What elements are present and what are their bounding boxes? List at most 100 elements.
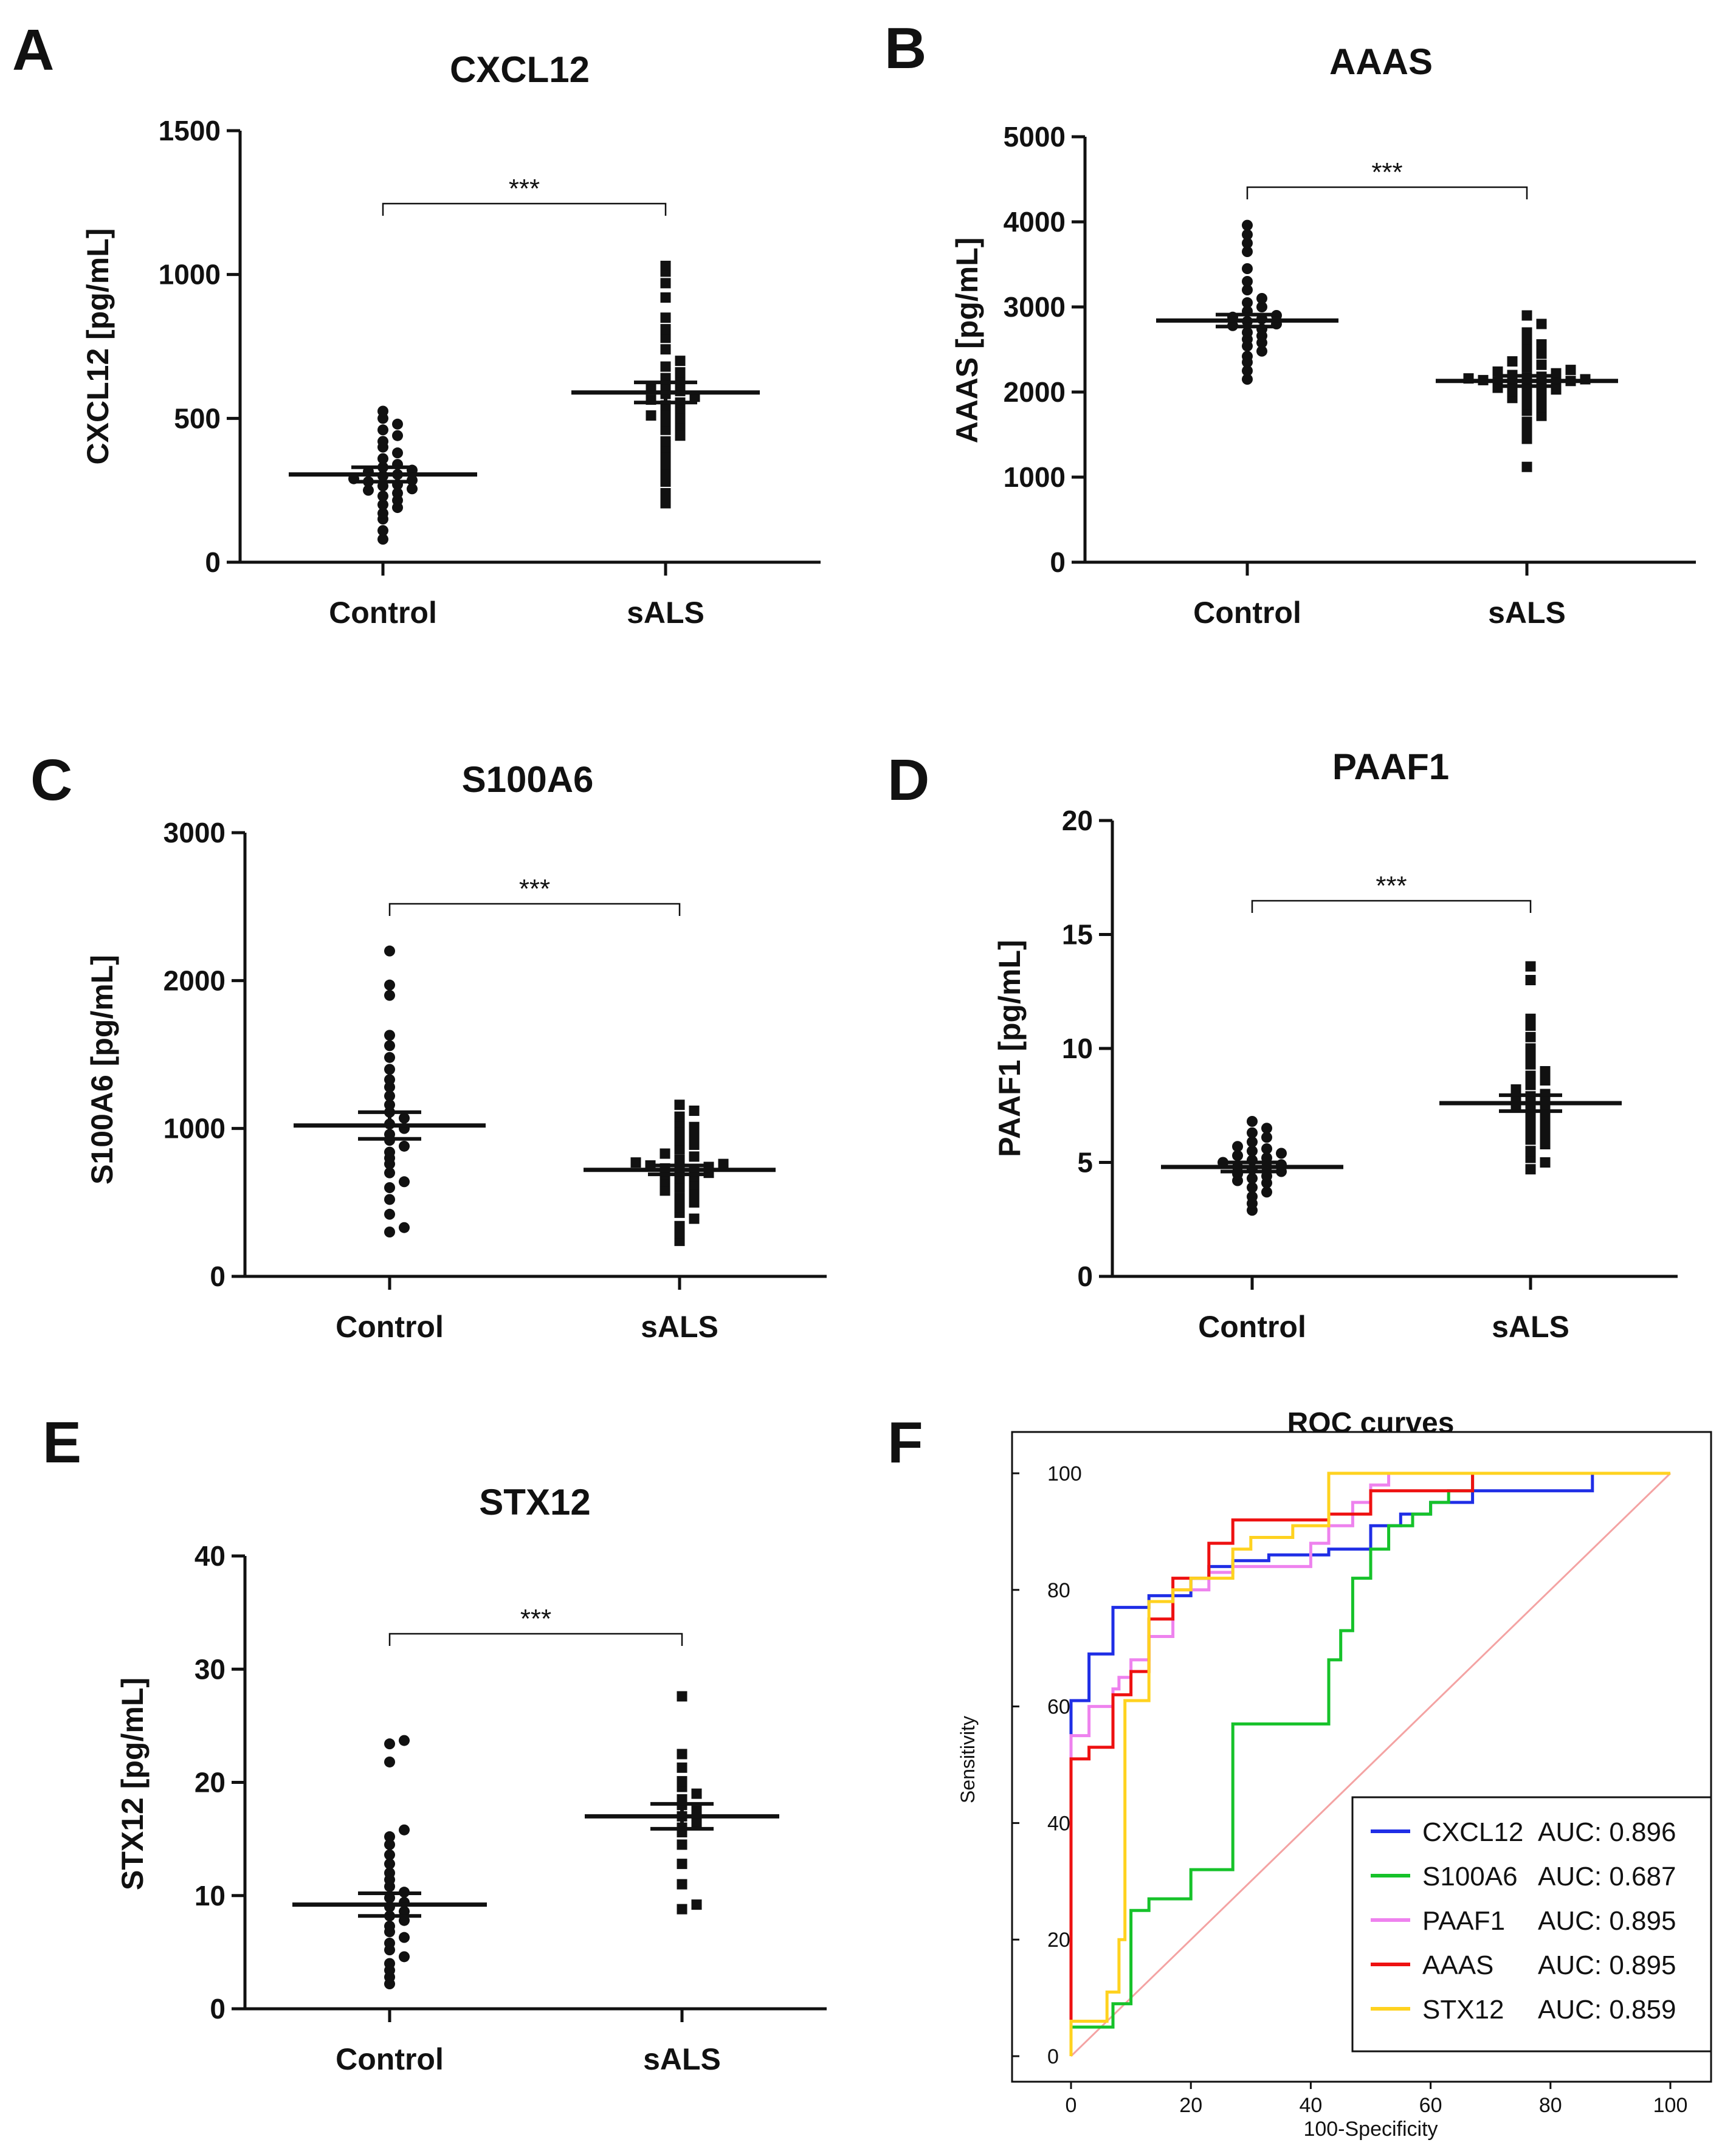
y-tick-label: 10 <box>1062 1033 1093 1064</box>
x-tick-label: 100 <box>1653 2094 1688 2117</box>
data-point <box>384 1839 395 1850</box>
x-tick-label: 40 <box>1299 2094 1322 2117</box>
data-point <box>674 1182 685 1193</box>
data-point <box>660 450 671 461</box>
significance-label: *** <box>509 174 540 204</box>
data-point <box>1242 351 1253 362</box>
data-point <box>1540 1066 1551 1076</box>
data-point <box>1525 1043 1536 1054</box>
data-point <box>1521 425 1532 436</box>
data-point <box>384 1030 395 1041</box>
data-point <box>660 424 671 435</box>
y-tick-label: 3000 <box>1004 291 1066 323</box>
data-point <box>1525 1134 1536 1145</box>
legend-auc: AUC: 0.859 <box>1538 1995 1676 2025</box>
data-point <box>1247 1127 1258 1138</box>
data-point <box>689 1105 700 1116</box>
data-point <box>674 1220 685 1231</box>
panel-label-d: D <box>887 748 929 813</box>
panel-label-a: A <box>12 18 54 83</box>
data-point <box>1242 374 1253 385</box>
y-tick-label: 100 <box>1047 1462 1082 1485</box>
legend-box <box>1351 1796 1712 2053</box>
data-point <box>1521 362 1532 373</box>
data-point <box>1521 416 1532 427</box>
legend-series-name: S100A6 <box>1422 1862 1518 1891</box>
data-point <box>377 490 388 502</box>
data-point <box>660 416 671 427</box>
data-point <box>660 278 671 289</box>
data-point <box>384 1738 395 1750</box>
data-point <box>1521 461 1532 472</box>
chart-title: PAAF1 <box>1332 746 1449 787</box>
data-point <box>677 1839 687 1850</box>
data-point <box>677 1859 687 1870</box>
y-axis-label: CXCL12 [pg/mL] <box>81 229 115 465</box>
x-tick-label: Control <box>336 2042 444 2076</box>
panel-label-c: C <box>30 748 72 813</box>
data-point <box>392 447 403 459</box>
data-point <box>1242 263 1253 274</box>
data-point <box>1242 284 1253 295</box>
data-point <box>384 1194 395 1205</box>
y-axis-label: PAAF1 [pg/mL] <box>993 940 1027 1157</box>
data-point <box>1242 327 1253 338</box>
data-point <box>384 1227 395 1237</box>
data-point <box>384 1756 395 1767</box>
data-point <box>384 1958 395 1969</box>
data-point <box>1536 318 1547 329</box>
data-point <box>377 499 388 511</box>
data-point <box>674 1193 685 1203</box>
data-point <box>689 1151 700 1162</box>
data-point <box>689 1131 700 1141</box>
legend-series-name: CXCL12 <box>1422 1817 1523 1847</box>
y-tick-label: 5000 <box>1004 121 1066 153</box>
data-point <box>1247 1116 1258 1127</box>
data-point <box>399 1222 410 1233</box>
data-point <box>384 1849 395 1860</box>
data-point <box>384 945 395 957</box>
data-point <box>399 1824 410 1836</box>
y-tick-label: 0 <box>1047 2045 1059 2068</box>
x-tick-label: 20 <box>1179 2094 1202 2117</box>
panel-label-e: E <box>43 1410 81 1475</box>
data-point <box>1247 1172 1258 1184</box>
data-point <box>1256 345 1267 357</box>
data-point <box>384 1937 395 1949</box>
data-point <box>1540 1121 1551 1131</box>
data-point <box>384 1064 395 1075</box>
data-point <box>1242 219 1253 231</box>
data-point <box>677 1749 687 1760</box>
y-tick-label: 1000 <box>159 259 221 291</box>
panel-label-f: F <box>887 1410 923 1475</box>
y-axis-label: S100A6 [pg/mL] <box>85 955 119 1185</box>
data-point <box>674 1154 685 1165</box>
significance-label: *** <box>520 1604 551 1634</box>
data-point <box>677 1762 687 1773</box>
data-point <box>660 459 671 470</box>
y-tick-label: 0 <box>1077 1261 1093 1292</box>
x-tick-label: Control <box>1198 1310 1306 1344</box>
data-point <box>1540 1075 1551 1086</box>
data-point <box>1242 238 1253 249</box>
y-tick-label: 500 <box>174 402 221 434</box>
y-axis-label: STX12 [pg/mL] <box>115 1678 150 1890</box>
data-point <box>689 1197 700 1208</box>
data-point <box>407 483 418 495</box>
data-point <box>689 1213 700 1224</box>
data-point <box>1521 327 1532 338</box>
data-point <box>1565 365 1576 376</box>
data-point <box>384 1921 395 1932</box>
y-tick-label: 5 <box>1077 1147 1093 1179</box>
chart-title: S100A6 <box>462 759 594 800</box>
data-point <box>646 410 656 421</box>
data-point <box>1261 1143 1272 1154</box>
data-point <box>1261 1132 1272 1143</box>
data-point <box>677 1691 687 1702</box>
x-tick-label: sALS <box>1492 1310 1569 1344</box>
data-point <box>1261 1123 1272 1134</box>
data-point <box>377 525 388 536</box>
y-tick-label: 4000 <box>1004 206 1066 238</box>
data-point <box>677 1879 687 1890</box>
x-tick-label: sALS <box>641 1310 718 1344</box>
